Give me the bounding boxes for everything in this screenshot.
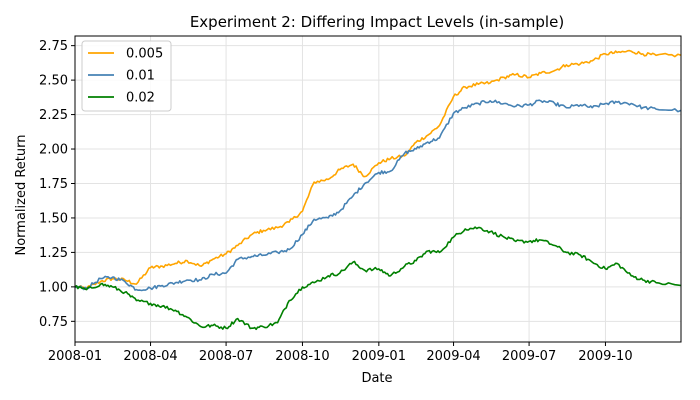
y-tick-label: 1.00 — [39, 280, 68, 295]
y-tick-label: 2.75 — [39, 39, 68, 54]
y-tick-label: 0.75 — [39, 315, 68, 330]
y-axis: 0.75 1.00 1.25 1.50 1.75 2.00 2.25 2.50 2.75 — [39, 39, 75, 330]
y-tick-label: 1.50 — [39, 211, 68, 226]
series-line-0.01 — [75, 100, 681, 290]
x-tick-label: 2009-04 — [426, 349, 480, 364]
chart-title: Experiment 2: Differing Impact Levels (i… — [190, 13, 564, 31]
x-tick-label: 2008-07 — [199, 349, 253, 364]
x-tick-label: 2008-04 — [123, 349, 177, 364]
x-axis: 2008-01 2008-04 2008-07 2008-10 2009-01 2009-… — [48, 342, 633, 364]
y-tick-label: 2.25 — [39, 108, 68, 123]
y-tick-label: 1.25 — [39, 246, 68, 261]
x-tick-label: 2009-10 — [578, 349, 632, 364]
legend-label: 0.02 — [126, 91, 155, 106]
x-tick-label: 2008-01 — [48, 349, 102, 364]
y-axis-label: Normalized Return — [14, 135, 29, 256]
legend-label: 0.005 — [126, 47, 163, 62]
legend: 0.005 0.01 0.02 — [82, 41, 171, 111]
x-tick-label: 2009-07 — [502, 349, 556, 364]
y-tick-label: 2.00 — [39, 143, 68, 158]
legend-label: 0.01 — [126, 69, 155, 84]
y-tick-label: 2.50 — [39, 74, 68, 89]
x-axis-label: Date — [361, 371, 392, 386]
y-tick-label: 1.75 — [39, 177, 68, 192]
series-line-0.02 — [75, 227, 681, 329]
x-tick-label: 2009-01 — [352, 349, 406, 364]
x-tick-label: 2008-10 — [275, 349, 329, 364]
